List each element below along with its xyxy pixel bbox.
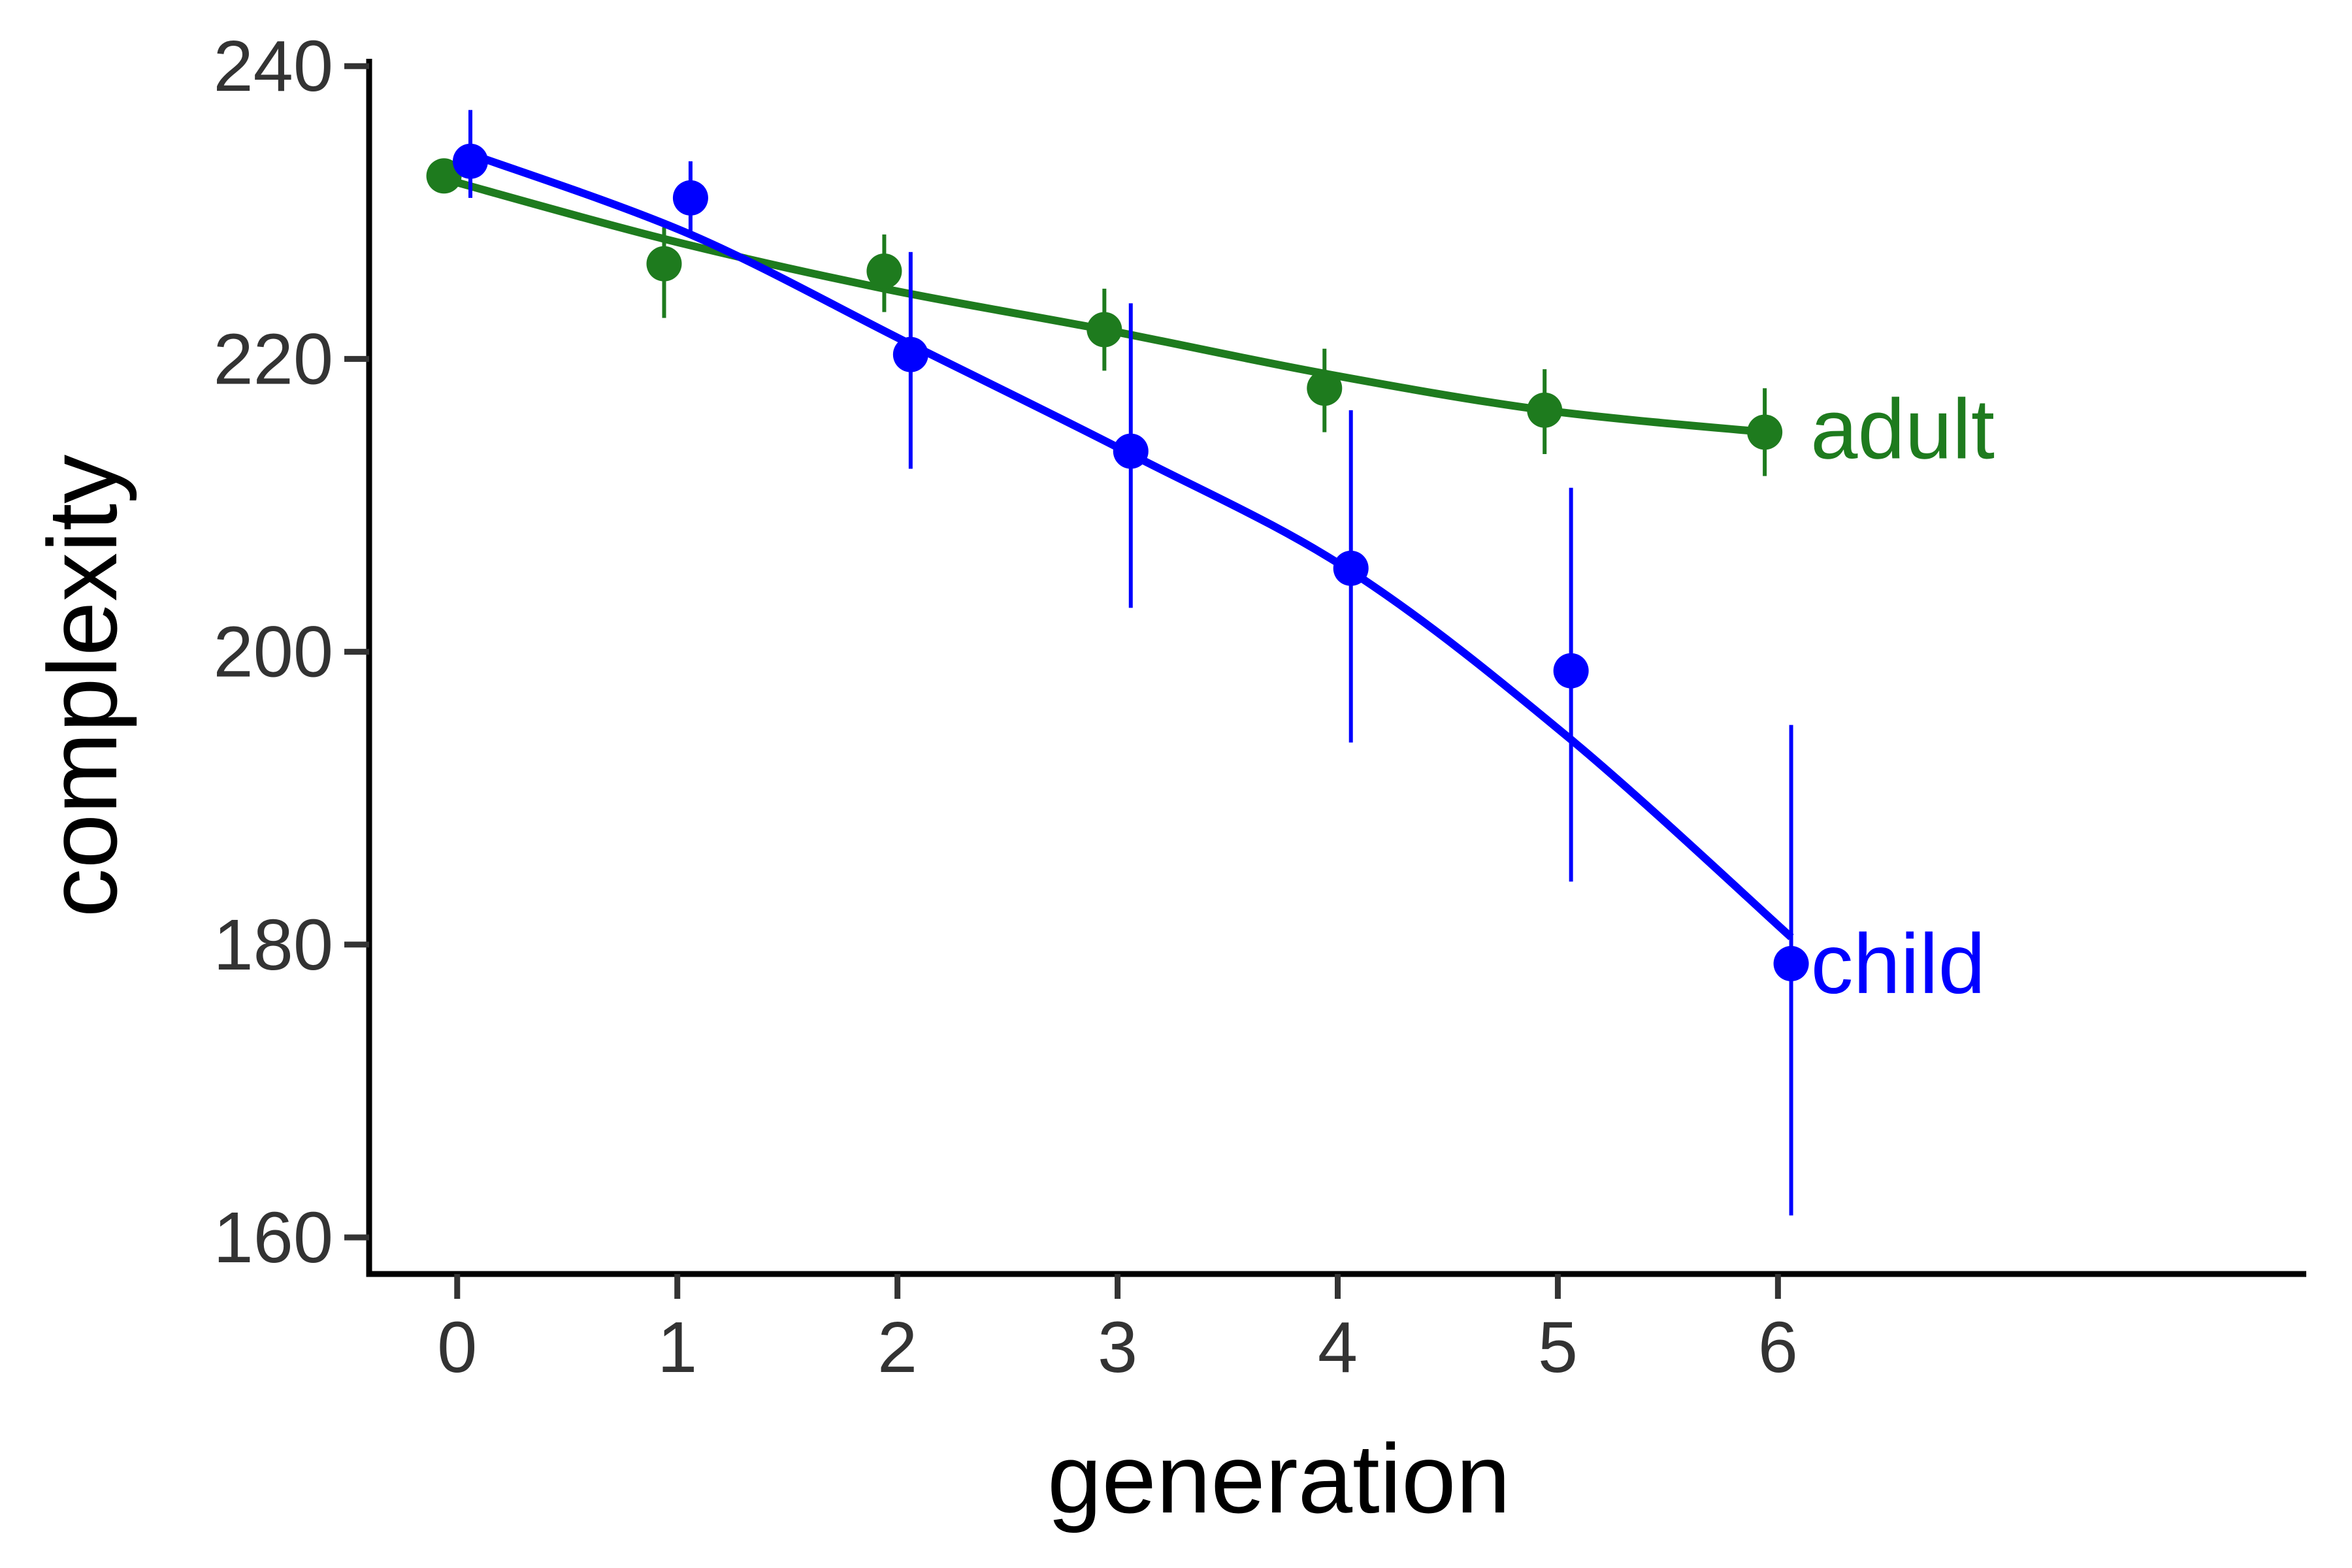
y-tick-label: 180 xyxy=(213,905,333,985)
child-point xyxy=(1773,945,1809,981)
x-tick-label: 0 xyxy=(437,1307,477,1388)
x-tick-label: 6 xyxy=(1758,1307,1798,1388)
child-point xyxy=(1553,653,1589,689)
adult-point xyxy=(1307,370,1343,406)
adult-point xyxy=(426,158,462,194)
y-tick-label: 240 xyxy=(213,26,333,106)
adult-series-label: adult xyxy=(1810,381,1995,476)
x-tick-label: 3 xyxy=(1098,1307,1137,1388)
adult-point xyxy=(866,253,902,289)
adult-point xyxy=(1086,312,1122,348)
axes: 160 180 200 220 240 0 1 2 3 4 5 6 xyxy=(213,26,2306,1388)
x-axis-title: generation xyxy=(1047,1424,1511,1533)
x-tick-label: 4 xyxy=(1318,1307,1358,1388)
y-axis-title: complexity xyxy=(27,455,137,918)
series-adult: adult xyxy=(426,158,1995,476)
x-tick-label: 5 xyxy=(1538,1307,1578,1388)
adult-point xyxy=(646,246,682,282)
y-tick-label: 160 xyxy=(213,1198,333,1278)
x-tick-label: 2 xyxy=(877,1307,917,1388)
child-series-label: child xyxy=(1811,916,1985,1011)
child-point xyxy=(1113,433,1149,469)
adult-point xyxy=(1747,414,1783,450)
y-tick-label: 200 xyxy=(213,612,333,693)
adult-point xyxy=(1527,392,1563,428)
child-point xyxy=(672,180,708,216)
child-point xyxy=(1333,550,1369,586)
x-tick-label: 1 xyxy=(657,1307,697,1388)
y-tick-label: 220 xyxy=(213,319,333,399)
series-layer: adult child xyxy=(426,110,1995,1216)
child-point xyxy=(452,143,488,179)
child-point xyxy=(892,336,928,372)
series-child: child xyxy=(452,110,1985,1216)
